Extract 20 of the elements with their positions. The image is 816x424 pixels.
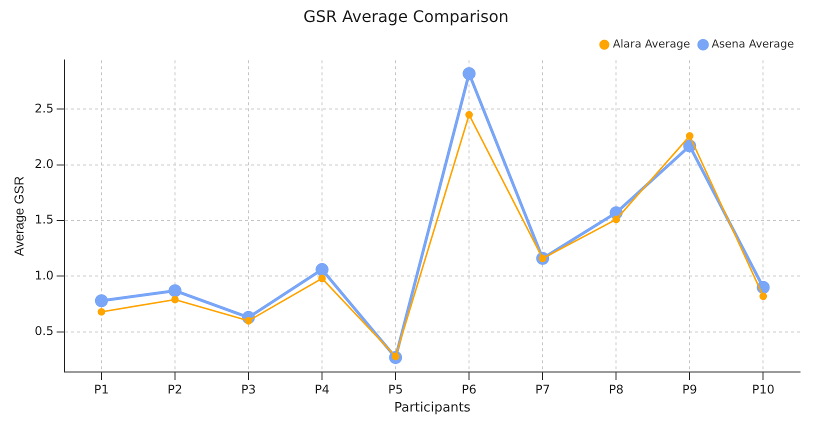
y-tick-label: 1.5 bbox=[34, 212, 54, 227]
x-tick-label: P5 bbox=[388, 382, 404, 396]
y-tick-label: 1.0 bbox=[34, 268, 54, 282]
x-tick-label: P10 bbox=[752, 382, 774, 396]
x-tick-label: P1 bbox=[94, 382, 109, 396]
chart-title: GSR Average Comparison bbox=[303, 6, 509, 26]
legend-label: Asena Average bbox=[712, 38, 794, 51]
x-tick-label: P9 bbox=[682, 382, 698, 396]
y-axis-title: Average GSR bbox=[11, 176, 26, 256]
x-tick-label: P6 bbox=[462, 382, 477, 396]
y-tick-label: 2.0 bbox=[34, 157, 54, 171]
x-axis-title: Participants bbox=[394, 400, 471, 416]
x-tick-label: P2 bbox=[168, 382, 182, 396]
x-tick-label: P8 bbox=[608, 382, 624, 396]
x-tick-label: P4 bbox=[314, 382, 330, 396]
y-tick-label: 2.5 bbox=[34, 101, 54, 116]
y-tick-label: 0.5 bbox=[34, 324, 54, 338]
x-tick-label: P7 bbox=[535, 382, 550, 396]
legend-label: Alara Average bbox=[612, 38, 690, 51]
x-tick-label: P3 bbox=[241, 382, 256, 396]
